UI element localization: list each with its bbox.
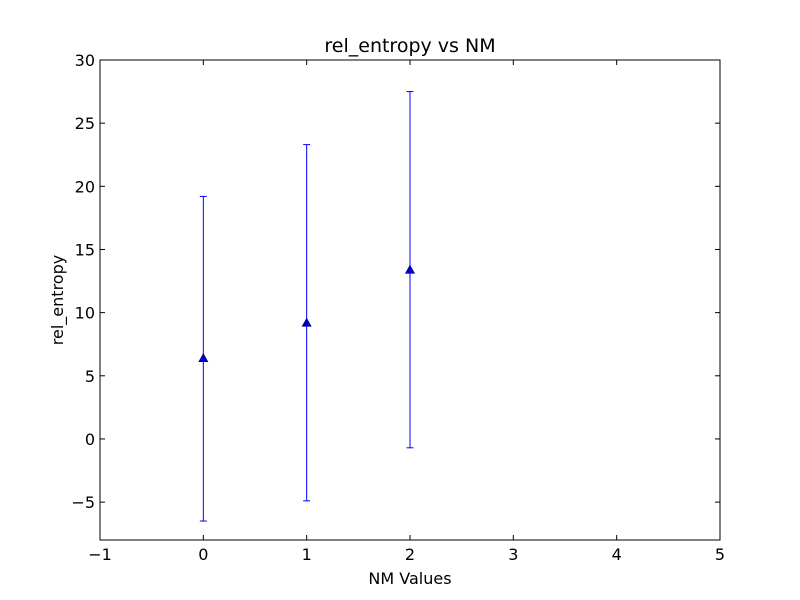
data-marks bbox=[198, 91, 416, 522]
plot-area-frame bbox=[99, 59, 721, 541]
y-tick-label: 25 bbox=[75, 114, 95, 133]
chart-title: rel_entropy vs NM bbox=[324, 35, 495, 57]
y-tick-label: 30 bbox=[75, 51, 95, 70]
data-point-triangle bbox=[404, 264, 416, 274]
x-tick-label: 5 bbox=[715, 545, 725, 564]
x-tick-label: 3 bbox=[508, 545, 518, 564]
y-tick-label: 10 bbox=[75, 304, 95, 323]
ticks-layer: −1 0 1 2 3 4 5 −5 0 5 10 15 20 25 30 bbox=[71, 51, 725, 564]
x-tick-label: 4 bbox=[612, 545, 622, 564]
y-tick-label: −5 bbox=[71, 493, 95, 512]
data-point-triangle bbox=[301, 317, 312, 327]
x-tick-label: 1 bbox=[302, 545, 312, 564]
y-tick-label: 0 bbox=[85, 430, 95, 449]
x-tick-label: −1 bbox=[88, 545, 112, 564]
x-tick-label: 2 bbox=[405, 545, 415, 564]
y-tick-label: 15 bbox=[75, 240, 95, 259]
data-point-triangle bbox=[198, 352, 209, 363]
x-axis-label: NM Values bbox=[368, 569, 451, 588]
x-tick-label: 0 bbox=[198, 545, 208, 564]
y-axis-label: rel_entropy bbox=[48, 255, 68, 345]
y-tick-label: 20 bbox=[75, 177, 95, 196]
y-tick-label: 5 bbox=[85, 367, 95, 386]
